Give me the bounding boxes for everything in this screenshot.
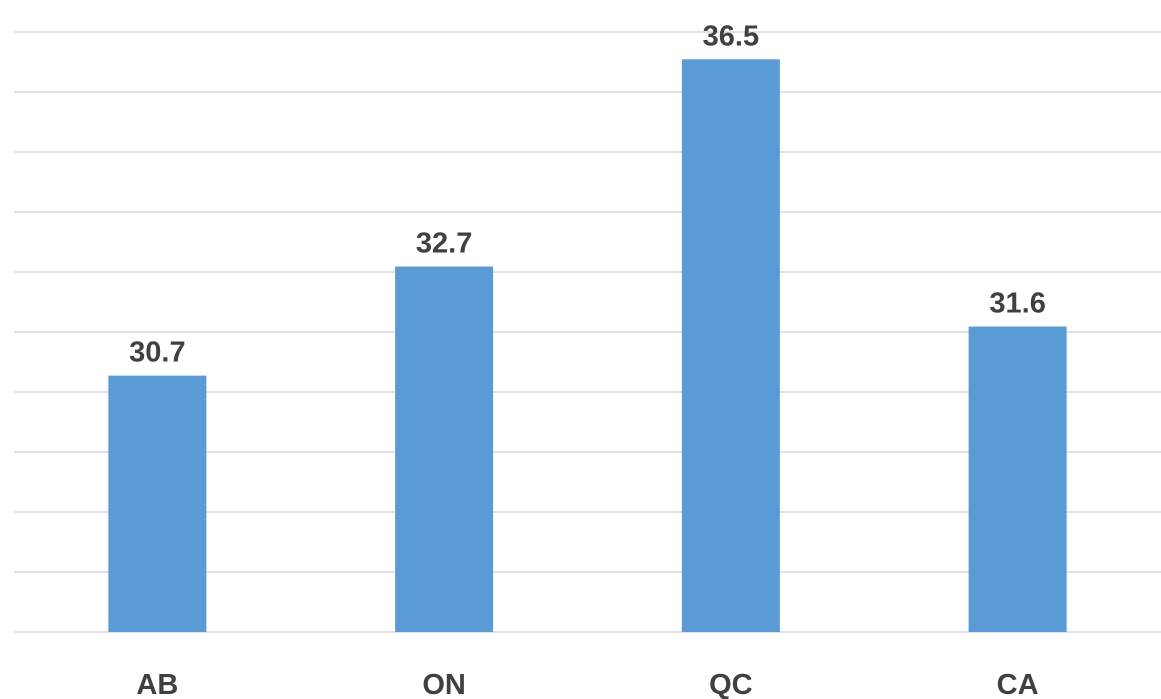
- data-label-ca: 31.6: [989, 288, 1045, 320]
- tick-label-qc: QC: [709, 669, 753, 699]
- data-label-ab: 30.7: [129, 337, 185, 369]
- tick-label-on: ON: [422, 669, 466, 699]
- bar-ab: [108, 375, 207, 632]
- bars: [108, 59, 1067, 633]
- category-tick-labels: AB ON QC CA: [136, 669, 1038, 699]
- data-label-on: 32.7: [416, 228, 472, 260]
- tick-label-ca: CA: [997, 669, 1039, 699]
- data-labels: 30.7 32.7 36.5 31.6: [129, 20, 1046, 368]
- tick-label-ab: AB: [136, 669, 178, 699]
- data-label-qc: 36.5: [703, 20, 759, 52]
- bar-ca: [968, 326, 1067, 632]
- bar-qc: [681, 59, 780, 633]
- bar-on: [395, 266, 494, 632]
